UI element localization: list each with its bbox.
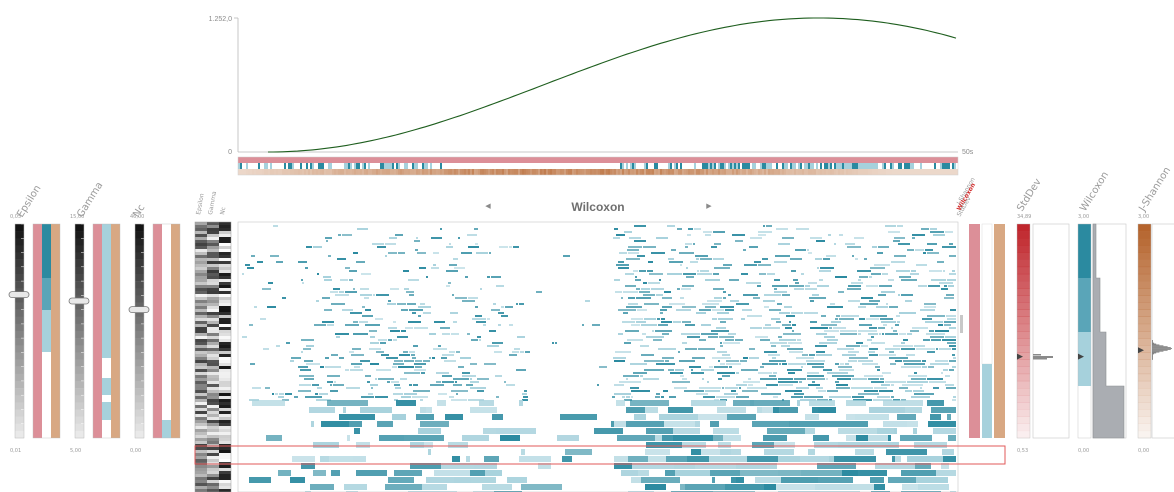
overview-strip-tan (238, 169, 958, 175)
filter-gamma-max: 15,00 (70, 214, 84, 220)
row-header-gamma-label: Gamma (207, 190, 218, 215)
filter-nc[interactable]: Nc 46,00 0,00 (128, 203, 181, 454)
distribution-stddev-max: 34,89 (1017, 214, 1031, 220)
overview-x-end-label: 50s (962, 149, 974, 156)
filter-epsilon-ramp (14, 223, 25, 439)
summary-col-wilcoxon-empty (981, 223, 993, 365)
selected-row-highlight[interactable] (194, 445, 1006, 465)
prev-arrow-icon[interactable]: ◀ (485, 203, 491, 210)
distribution-jshannon-box (1151, 223, 1174, 439)
distribution-wilcoxon[interactable]: Wilcoxon 3,00 0,00 (1077, 170, 1127, 454)
heatmap-frame (237, 221, 959, 492)
row-header: Epsilon Gamma Nc (194, 190, 232, 492)
distribution-stddev-box (1032, 223, 1070, 439)
heatmap-scroll-handle[interactable] (960, 315, 963, 333)
distribution-stddev-hist (1033, 354, 1053, 360)
filter-nc-slider-handle[interactable] (128, 306, 150, 314)
distribution-wilcoxon-ramp (1077, 223, 1092, 439)
distribution-jshannon[interactable]: J-Shannon 3,00 0,00 (1137, 165, 1174, 454)
distribution-jshannon-max: 3,00 (1138, 214, 1149, 220)
overview-curve (268, 17, 957, 153)
distribution-stddev-ramp (1016, 223, 1031, 439)
filter-nc-min: 0,00 (130, 448, 141, 454)
distribution-jshannon-label: J-Shannon (1137, 165, 1173, 214)
overview-chart: 1.252,0 0 50s (209, 16, 974, 156)
overview-strip-pink (238, 157, 958, 163)
filter-gamma-hist (92, 223, 121, 439)
overview-strips[interactable] (237, 156, 959, 176)
filter-gamma-slider-handle[interactable] (68, 297, 90, 305)
filter-nc-hist (152, 223, 181, 439)
distribution-jshannon-ramp (1137, 223, 1152, 439)
row-header-nc-label: Nc (219, 206, 227, 215)
summary-col-jshannon (994, 224, 1005, 438)
distribution-jshannon-hist (1152, 340, 1172, 360)
overview-y-min-label: 0 (228, 149, 232, 156)
heatmap[interactable] (194, 221, 1006, 492)
distribution-wilcoxon-min: 0,00 (1078, 448, 1089, 454)
heatmap-cells (242, 225, 956, 492)
distribution-wilcoxon-label: Wilcoxon (1078, 170, 1111, 214)
summary-col-wilcoxon-fill (982, 364, 992, 438)
filter-gamma-min: 5,00 (70, 448, 81, 454)
heatmap-title: Wilcoxon (571, 200, 624, 214)
filter-nc-ramp (134, 223, 145, 439)
filter-epsilon-max: 0,05 (10, 214, 21, 220)
distribution-jshannon-min: 0,00 (1138, 448, 1149, 454)
next-arrow-icon[interactable]: ▶ (706, 203, 712, 210)
filter-epsilon-slider-handle[interactable] (8, 291, 30, 299)
row-header-epsilon-label: Epsilon (195, 193, 206, 216)
distribution-wilcoxon-hist (1092, 223, 1125, 439)
filter-gamma-ramp (74, 223, 85, 439)
filter-epsilon-hist (32, 223, 61, 439)
summary-col-stddev (969, 224, 980, 438)
filter-epsilon[interactable]: Epsilon 0,05 0,01 (8, 183, 61, 454)
heatmap-title-bar: ◀ Wilcoxon ▶ (485, 200, 712, 214)
distribution-stddev-min: 0,53 (1017, 448, 1028, 454)
distribution-stddev-marker-icon[interactable] (1017, 353, 1023, 360)
row-header-param-columns[interactable] (194, 221, 232, 492)
filter-gamma[interactable]: Gamma 15,00 5,00 (68, 180, 121, 454)
summary-columns[interactable]: J-Shannon Wilcoxon StdDev (955, 176, 1005, 438)
filter-nc-max: 46,00 (130, 214, 144, 220)
overview-strip-teal (238, 163, 958, 169)
distribution-stddev[interactable]: StdDev 34,89 0,53 (1015, 177, 1070, 454)
distribution-jshannon-marker-icon[interactable] (1138, 347, 1144, 354)
filter-epsilon-min: 0,01 (10, 448, 21, 454)
distribution-wilcoxon-marker-icon[interactable] (1078, 353, 1084, 360)
distribution-stddev-label: StdDev (1015, 177, 1044, 214)
overview-y-max-label: 1.252,0 (209, 16, 232, 23)
distribution-wilcoxon-max: 3,00 (1078, 214, 1089, 220)
